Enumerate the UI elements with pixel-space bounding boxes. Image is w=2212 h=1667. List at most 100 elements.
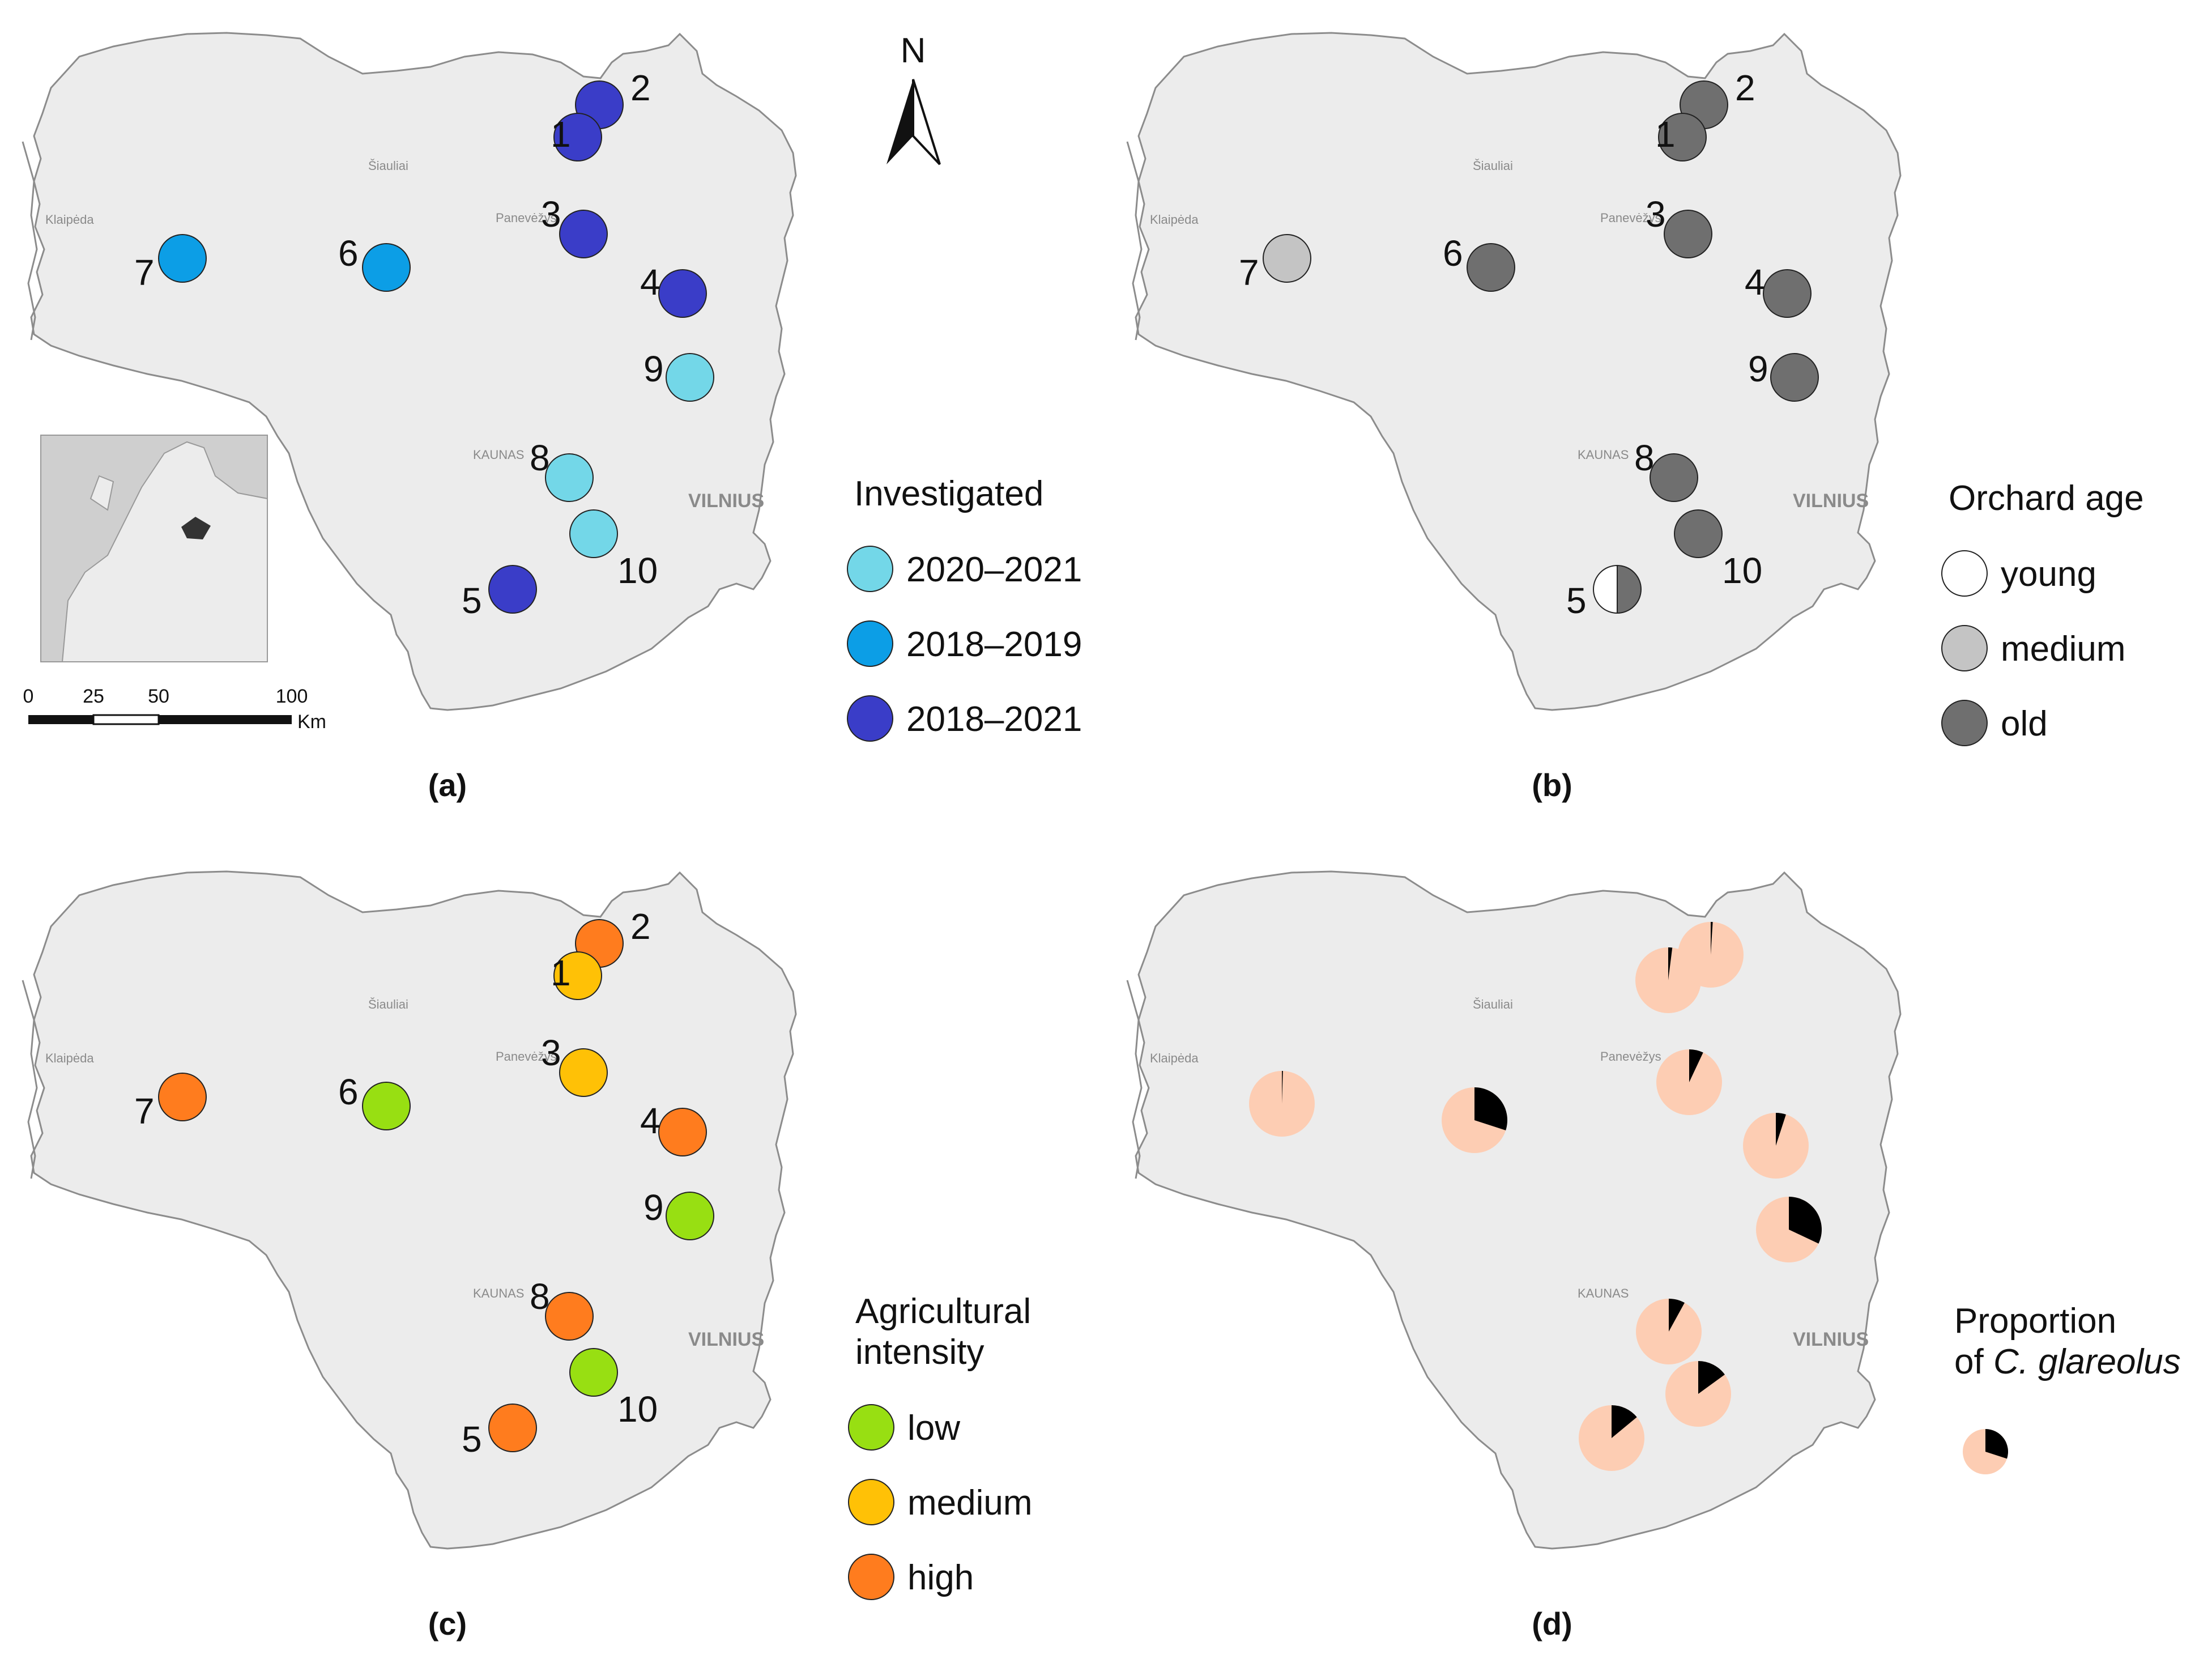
legend-item-label: 2020–2021 <box>906 550 1082 589</box>
orchard-age-marker-8 <box>1650 453 1698 502</box>
orchard-age-marker-4 <box>1763 269 1812 318</box>
city-label-klaipeda: Klaipėda <box>45 1051 94 1065</box>
legend-title-line-2: intensity <box>855 1333 984 1372</box>
legend-swatch-2018-2021 <box>847 695 893 742</box>
pie-site-2 <box>1678 922 1744 988</box>
city-label-panevezys: Panevėžys <box>496 1049 557 1064</box>
site-number-1: 1 <box>551 114 571 155</box>
site-number-2: 2 <box>630 67 651 108</box>
investigated-marker-3 <box>559 210 608 258</box>
investigated-marker-7 <box>158 234 207 283</box>
orchard-age-marker-6 <box>1467 243 1515 292</box>
panel-d-c-glareolus-proportion-map: Šiauliai Klaipėda Panevėžys KAUNAS VILNIUS Pr… <box>1126 870 2181 1642</box>
pie-site-6 <box>1442 1087 1507 1153</box>
site-number-3: 3 <box>541 194 561 235</box>
pie-site-10 <box>1665 1361 1731 1427</box>
site-number-5: 5 <box>462 1419 482 1460</box>
orchard-age-marker-9 <box>1770 353 1819 402</box>
investigated-marker-1 <box>553 113 602 161</box>
investigated-marker-10 <box>569 509 618 558</box>
panel-label: (b) <box>1532 767 1572 803</box>
legend-swatch-high <box>848 1554 894 1600</box>
legend-item-label: medium <box>907 1483 1033 1523</box>
agri-intensity-marker-1 <box>553 951 602 1000</box>
legend-swatch-old <box>1941 700 1988 746</box>
scale-bar-tick-label: 0 <box>23 686 34 707</box>
site-number-7: 7 <box>134 252 155 293</box>
panel-c-agricultural-intensity-map: Šiauliai Klaipėda Panevėžys KAUNAS VILNIUS 1 2… <box>22 870 1033 1642</box>
site-number-3: 3 <box>541 1032 561 1073</box>
orchard-age-marker-5 <box>1593 564 1642 614</box>
scale-bar-unit: Km <box>297 711 326 733</box>
city-label-kaunas: KAUNAS <box>1578 1286 1629 1300</box>
site-number-6: 6 <box>1443 233 1463 274</box>
site-number-9: 9 <box>1748 348 1768 389</box>
legend-swatch-2020-2021 <box>847 546 893 592</box>
legend-pie-swatch <box>1963 1429 2008 1474</box>
panel-b-orchard-age-map: Šiauliai Klaipėda Panevėžys KAUNAS VILNIUS 1 2… <box>1126 32 2144 803</box>
legend-item-label: medium <box>2001 630 2126 669</box>
city-label-vilnius: VILNIUS <box>1793 1329 1869 1350</box>
orchard-age-marker-10 <box>1674 509 1723 558</box>
city-label-klaipeda: Klaipėda <box>1150 212 1199 227</box>
investigated-marker-9 <box>666 353 714 402</box>
site-number-4: 4 <box>640 262 660 303</box>
site-number-1: 1 <box>1655 114 1676 155</box>
site-number-8: 8 <box>530 437 550 478</box>
city-label-klaipeda: Klaipėda <box>45 212 94 227</box>
city-label-siauliai: Šiauliai <box>368 997 408 1011</box>
orchard-age-marker-7 <box>1263 234 1311 283</box>
site-number-4: 4 <box>640 1100 660 1141</box>
city-label-klaipeda: Klaipėda <box>1150 1051 1199 1065</box>
city-label-siauliai: Šiauliai <box>1473 997 1513 1011</box>
scale-bar: 0 25 50 100 Km <box>23 686 326 733</box>
site-number-8: 8 <box>530 1276 550 1317</box>
site-number-5: 5 <box>1566 580 1587 621</box>
pie-site-7 <box>1249 1071 1315 1137</box>
city-label-kaunas: KAUNAS <box>1578 448 1629 462</box>
investigated-marker-6 <box>362 243 411 292</box>
agri-intensity-marker-3 <box>559 1048 608 1097</box>
site-number-7: 7 <box>134 1091 155 1132</box>
site-number-10: 10 <box>617 550 658 591</box>
investigated-marker-5 <box>488 565 537 614</box>
site-number-9: 9 <box>643 1187 664 1228</box>
pie-site-5 <box>1579 1405 1644 1471</box>
agri-intensity-marker-6 <box>362 1082 411 1130</box>
city-label-kaunas: KAUNAS <box>473 1286 524 1300</box>
pie-site-9 <box>1756 1197 1822 1262</box>
north-label: N <box>901 31 926 70</box>
legend-item-label: low <box>907 1409 960 1448</box>
scale-bar-tick-label: 25 <box>83 686 104 707</box>
legend-title-line-2: of C. glareolus <box>1954 1342 2181 1381</box>
panel-label: (d) <box>1532 1606 1572 1642</box>
legend-item-label: 2018–2019 <box>906 625 1082 664</box>
legend-swatch-medium <box>1941 625 1988 671</box>
agri-intensity-marker-4 <box>658 1108 707 1156</box>
city-label-panevezys: Panevėžys <box>1600 1049 1661 1064</box>
agri-intensity-marker-8 <box>545 1292 594 1341</box>
city-label-siauliai: Šiauliai <box>368 159 408 173</box>
site-number-3: 3 <box>1646 194 1666 235</box>
site-number-10: 10 <box>617 1389 658 1430</box>
legend-item-label: 2018–2021 <box>906 700 1082 739</box>
lithuania-locator <box>181 517 211 539</box>
site-number-5: 5 <box>462 580 482 621</box>
site-number-2: 2 <box>630 906 651 947</box>
site-number-6: 6 <box>338 233 359 274</box>
orchard-age-marker-3 <box>1664 210 1712 258</box>
legend-swatch-young <box>1941 550 1988 597</box>
agri-intensity-marker-9 <box>666 1192 714 1240</box>
pie-site-3 <box>1656 1049 1722 1115</box>
legend-title-line-1: Proportion <box>1954 1302 2116 1341</box>
europe-inset-map <box>40 435 268 662</box>
legend-title-line-1: Investigated <box>854 474 1043 513</box>
legend-title-line-1: Agricultural <box>855 1292 1031 1331</box>
legend-title-line-1: Orchard age <box>1949 479 2144 518</box>
city-label-kaunas: KAUNAS <box>473 448 524 462</box>
orchard-age-marker-1 <box>1658 113 1707 161</box>
panel-a-investigated-map: Šiauliai Klaipėda Panevėžys KAUNAS VILNIUS 1 2… <box>22 31 1082 803</box>
site-number-7: 7 <box>1239 252 1259 293</box>
scale-bar-tick-label: 100 <box>276 686 308 707</box>
agri-intensity-marker-10 <box>569 1348 618 1397</box>
